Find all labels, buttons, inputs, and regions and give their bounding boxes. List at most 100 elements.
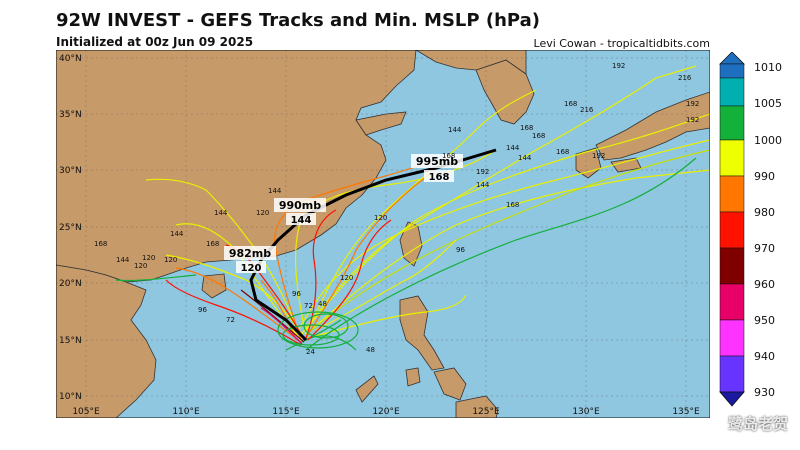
colorbar-tick: 1005 [754, 97, 782, 110]
hour-label: 144 [448, 126, 462, 134]
hour-label: 168 [564, 100, 577, 108]
ensemble-track [315, 239, 457, 331]
colorbar-band-960 [719, 247, 745, 285]
hour-label: 144 [116, 256, 130, 264]
lon-tick: 125°E [472, 407, 500, 417]
cluster-loop [282, 324, 340, 346]
colorbar-band-990 [719, 139, 745, 177]
hour-label: 120 [340, 274, 353, 282]
lon-tick: 130°E [572, 407, 600, 417]
lat-tick: 40°N [59, 54, 82, 64]
hour-label: 168 [206, 240, 219, 248]
colorbar-tick: 990 [754, 170, 775, 183]
cluster-loop [303, 313, 349, 339]
ensemble-track [175, 267, 302, 343]
colorbar-tick: 960 [754, 278, 775, 291]
ensemble-track [305, 157, 697, 351]
hour-label: 144 [268, 187, 282, 195]
hour-label: 96 [456, 246, 465, 254]
hour-labels: 192 216 192 168 216 192 144 168 168 192 … [94, 62, 699, 356]
indochina [55, 264, 157, 419]
hour-label: 120 [374, 214, 387, 222]
mean-label-144: 144 [291, 215, 312, 226]
hour-label: 144 [214, 209, 228, 217]
hainan [201, 273, 227, 299]
ensemble-track [274, 159, 437, 341]
lon-tick-labels: 105°E 110°E 115°E 120°E 125°E 130°E 135°… [72, 407, 700, 417]
colorbar-tick: 940 [754, 350, 775, 363]
hour-label: 144 [476, 181, 490, 189]
colorbar-band-1000 [719, 105, 745, 141]
colorbar-tick: 950 [754, 314, 775, 327]
lat-tick-labels: 10°N 15°N 20°N 25°N 30°N 35°N 40°N [59, 54, 82, 402]
genesis-cluster [277, 311, 359, 349]
land-layer [55, 49, 711, 419]
ensemble-track [165, 254, 305, 339]
hour-label: 168 [556, 148, 569, 156]
mean-track-labels: 995mb 168 990mb 144 982mb 120 [224, 154, 463, 274]
label-box [274, 198, 326, 212]
page-title: 92W INVEST - GEFS Tracks and Min. MSLP (… [56, 10, 540, 31]
ensemble-track [305, 149, 711, 336]
mean-label-168: 168 [429, 172, 450, 183]
lat-tick: 35°N [59, 110, 82, 120]
ensemble-track [307, 294, 467, 339]
hour-label: 144 [170, 230, 184, 238]
lat-tick: 15°N [59, 336, 82, 346]
mainland-china [55, 49, 417, 283]
colorbar-band-1005 [719, 77, 745, 107]
ensemble-track [285, 319, 342, 351]
ensemble-track [145, 178, 302, 339]
ensemble-track [310, 169, 711, 331]
colorbar-tick: 930 [754, 386, 775, 399]
ensemble-mean-track [249, 148, 497, 342]
map-svg: 995mb 168 990mb 144 982mb 120 192 216 19… [55, 49, 711, 419]
ensemble-track [300, 65, 697, 336]
colorbar-top-arrow [719, 51, 745, 65]
colorbar-tick: 1000 [754, 134, 782, 147]
visayas [433, 367, 467, 401]
watermark-text: 鹭岛老贺 [727, 415, 788, 433]
hour-label: 192 [686, 116, 699, 124]
hour-label: 120 [142, 254, 155, 262]
hour-label: 24 [306, 348, 315, 356]
hour-label: 192 [592, 152, 605, 160]
ensemble-track [165, 279, 302, 346]
lat-tick: 10°N [59, 392, 82, 402]
ensemble-track [240, 289, 305, 343]
colorbar-band-970 [719, 211, 745, 249]
lon-tick: 120°E [372, 407, 400, 417]
japan-honshu [595, 91, 711, 161]
label-box [411, 154, 463, 168]
initialization-time: Initialized at 00z Jun 09 2025 [56, 35, 254, 49]
hour-label: 120 [134, 262, 147, 270]
hour-label: 192 [612, 62, 625, 70]
colorbar-bottom-arrow [719, 391, 745, 407]
hour-label: 168 [520, 124, 533, 132]
mean-label-120: 120 [241, 263, 262, 274]
hour-label: 120 [164, 256, 177, 264]
ensemble-track [307, 219, 392, 341]
hour-label: 216 [580, 106, 594, 114]
colorbar-tick: 970 [754, 242, 775, 255]
hour-label: 72 [226, 316, 235, 324]
ensemble-track [305, 113, 711, 331]
colorbar-band-980 [719, 175, 745, 213]
hour-label: 96 [198, 306, 207, 314]
map-panel: 995mb 168 990mb 144 982mb 120 192 216 19… [55, 49, 711, 419]
colorbar-svg: 1010 1005 1000 990 980 970 960 950 940 9… [719, 51, 782, 407]
north-korea [414, 49, 527, 75]
label-box [224, 246, 276, 260]
lon-tick: 110°E [172, 407, 200, 417]
ensemble-track [115, 274, 197, 282]
colorbar-band-1010 [719, 63, 745, 79]
hour-label: 168 [442, 152, 455, 160]
label-box [236, 261, 266, 273]
colorbar-band-930 [719, 355, 745, 393]
hour-label: 168 [506, 201, 519, 209]
mean-label-995: 995mb [416, 155, 458, 168]
mean-label-990: 990mb [279, 199, 321, 212]
hour-label: 144 [506, 144, 520, 152]
lon-tick: 105°E [72, 407, 100, 417]
mindoro [405, 367, 421, 387]
